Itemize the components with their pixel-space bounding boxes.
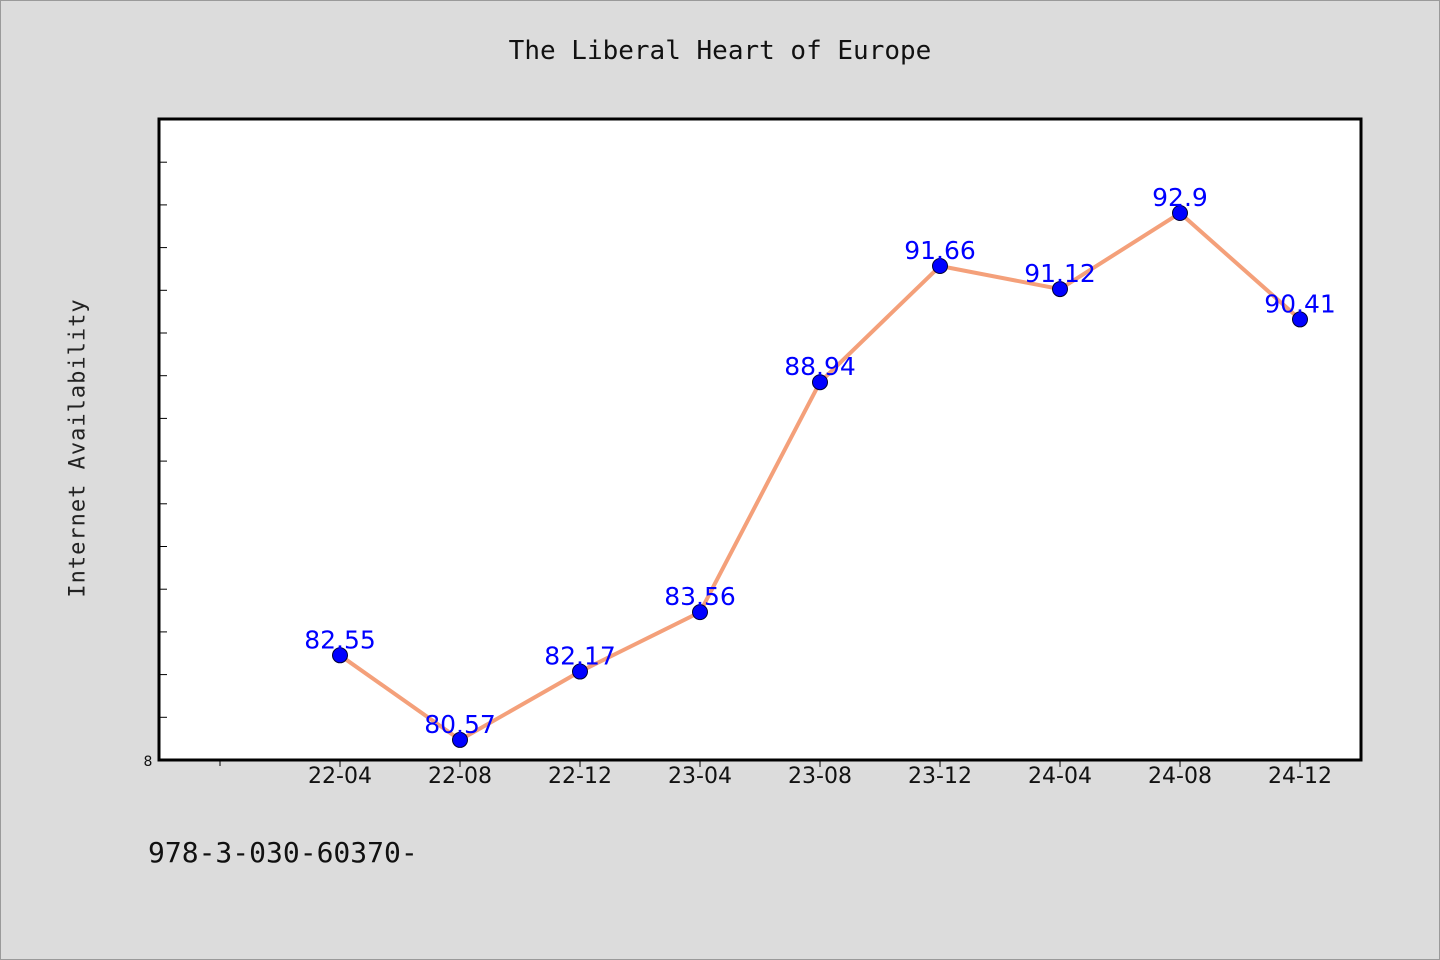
x-tick-label-24-04: 24-04 [1028, 764, 1092, 789]
chart-title: The Liberal Heart of Europe [508, 36, 932, 66]
data-point-23-04 [692, 604, 708, 621]
data-point-22-12 [572, 663, 588, 680]
x-tick-label-24-12: 24-12 [1268, 764, 1332, 789]
data-point-24-12 [1292, 311, 1308, 328]
data-label-22-12: 82.17 [544, 642, 616, 671]
data-label-23-12: 91.66 [904, 236, 976, 265]
data-label-24-12: 90.41 [1264, 289, 1336, 318]
data-point-24-04 [1052, 281, 1068, 298]
data-label-23-04: 83.56 [664, 582, 736, 611]
x-tick-label-23-12: 23-12 [908, 764, 972, 789]
data-label-23-08: 88.94 [784, 352, 856, 381]
data-point-24-08 [1172, 205, 1188, 222]
data-label-22-04: 82.55 [304, 625, 376, 654]
data-label-24-04: 91.12 [1024, 259, 1096, 288]
x-axis-ticks: 22-04 22-08 22-12 23-04 23-08 23-12 24-04 24-08… [219, 760, 1332, 789]
data-label-24-08: 92.9 [1152, 183, 1208, 212]
y-axis-ticks [159, 161, 167, 718]
x-tick-label-22-12: 22-12 [548, 764, 612, 789]
x-tick-label-24-08: 24-08 [1148, 764, 1212, 789]
x-tick-label-22-04: 22-04 [308, 764, 372, 789]
data-point-22-04 [332, 647, 348, 664]
data-point-22-08 [452, 731, 468, 748]
data-labels: 82.55 80.57 82.17 83.56 88.94 91.66 91.12 92.9 9… [304, 183, 1336, 739]
data-point-23-12 [932, 258, 948, 275]
footer-text: 978-3-030-60370- [148, 836, 418, 869]
x-tick-label-22-08: 22-08 [428, 764, 492, 789]
data-point-23-08 [812, 374, 828, 391]
y-axis-min-label: 8 [144, 754, 153, 770]
data-label-22-08: 80.57 [424, 710, 496, 739]
data-markers [332, 205, 1308, 748]
x-tick-label-23-08: 23-08 [788, 764, 852, 789]
x-tick-label-23-04: 23-04 [668, 764, 732, 789]
